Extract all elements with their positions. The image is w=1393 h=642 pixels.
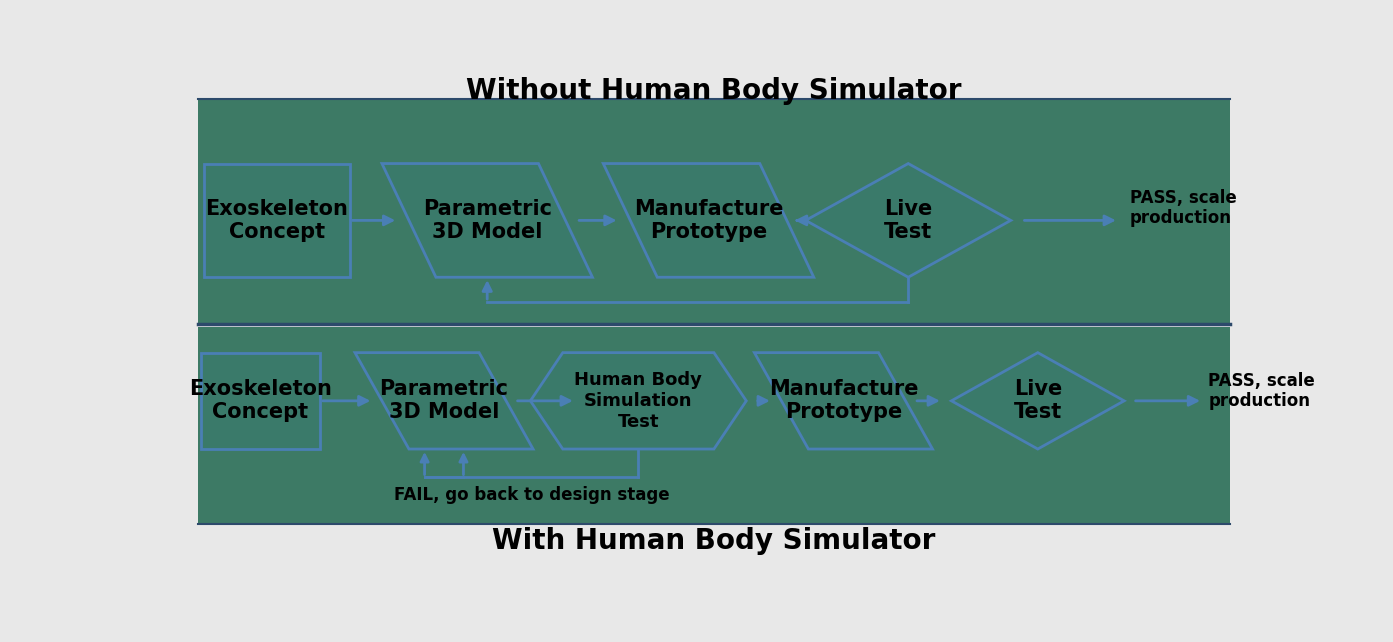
- Text: With Human Body Simulator: With Human Body Simulator: [492, 526, 936, 555]
- Text: Live
Test: Live Test: [1014, 379, 1061, 422]
- Text: Parametric
3D Model: Parametric 3D Model: [379, 379, 508, 422]
- Text: FAIL, go back to design stage: FAIL, go back to design stage: [394, 487, 669, 505]
- Text: Live
Test: Live Test: [885, 199, 932, 242]
- Polygon shape: [531, 352, 747, 449]
- Text: Manufacture
Prototype: Manufacture Prototype: [769, 379, 918, 422]
- FancyBboxPatch shape: [201, 352, 320, 449]
- Polygon shape: [755, 352, 932, 449]
- Polygon shape: [805, 164, 1011, 277]
- Text: Without Human Body Simulator: Without Human Body Simulator: [467, 77, 961, 105]
- FancyBboxPatch shape: [198, 327, 1230, 525]
- FancyBboxPatch shape: [198, 100, 1230, 324]
- Text: PASS, scale
production: PASS, scale production: [1130, 189, 1237, 227]
- FancyBboxPatch shape: [160, 71, 1268, 578]
- Text: PASS, scale
production: PASS, scale production: [1208, 372, 1315, 410]
- Polygon shape: [951, 352, 1124, 449]
- Text: Exoskeleton
Concept: Exoskeleton Concept: [205, 199, 348, 242]
- Text: Manufacture
Prototype: Manufacture Prototype: [634, 199, 783, 242]
- Text: Parametric
3D Model: Parametric 3D Model: [422, 199, 552, 242]
- Polygon shape: [603, 164, 814, 277]
- FancyBboxPatch shape: [203, 164, 350, 277]
- Polygon shape: [382, 164, 592, 277]
- Polygon shape: [355, 352, 534, 449]
- Text: Exoskeleton
Concept: Exoskeleton Concept: [189, 379, 332, 422]
- Text: Human Body
Simulation
Test: Human Body Simulation Test: [574, 371, 702, 431]
